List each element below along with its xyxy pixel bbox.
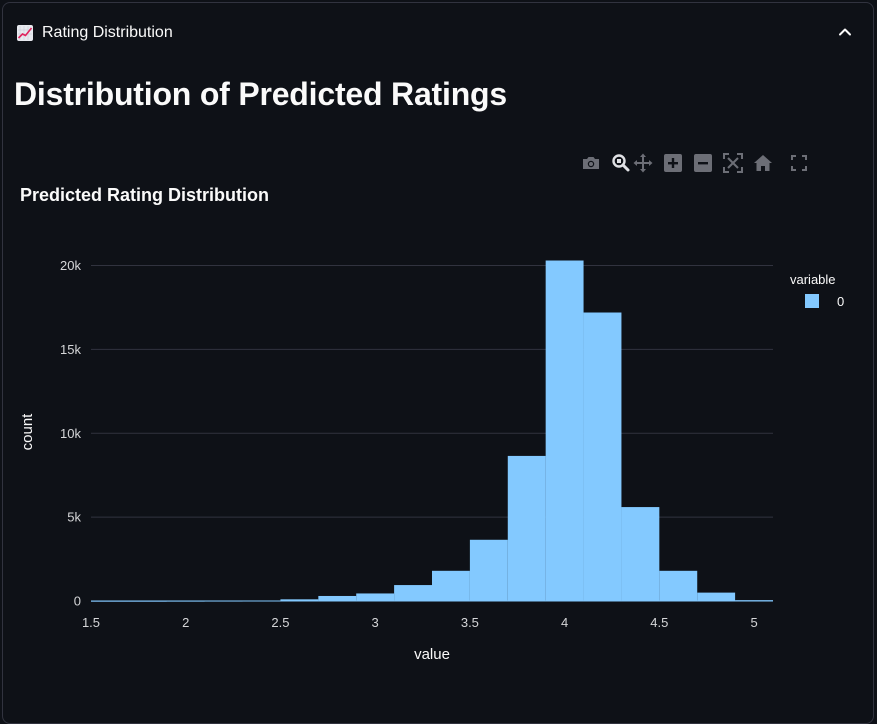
x-axis-ticks: 1.5 2 2.5 3 3.5 4 4.5 5	[82, 615, 758, 630]
camera-icon[interactable]	[580, 152, 602, 174]
y-tick-label: 20k	[60, 258, 81, 273]
x-tick-label: 3.5	[461, 615, 479, 630]
zoom-in-icon[interactable]	[662, 152, 684, 174]
histogram-bar	[659, 570, 698, 601]
legend-entries: 0	[805, 294, 844, 309]
x-axis-label: value	[414, 646, 450, 663]
histogram-bar	[394, 585, 432, 601]
chart-title: Predicted Rating Distribution	[20, 185, 269, 205]
grid-layer	[91, 265, 773, 518]
x-tick-label: 4.5	[650, 615, 668, 630]
y-tick-label: 0	[74, 594, 81, 609]
expander-header[interactable]: Rating Distribution	[16, 20, 173, 46]
x-tick-label: 4	[561, 615, 568, 630]
histogram-bar	[318, 595, 357, 601]
y-tick-label: 15k	[60, 342, 81, 357]
reset-axes-icon[interactable]	[752, 152, 774, 174]
page-title: Distribution of Predicted Ratings	[14, 76, 507, 112]
histogram-bar	[507, 455, 546, 601]
fullscreen-icon[interactable]	[788, 152, 810, 174]
chart-modebar	[580, 152, 810, 174]
autoscale-icon[interactable]	[722, 152, 744, 174]
histogram-bar	[621, 507, 660, 601]
y-tick-label: 10k	[60, 426, 81, 441]
x-tick-label: 2	[182, 615, 189, 630]
y-axis-label: count	[19, 413, 36, 451]
zoom-out-icon[interactable]	[692, 152, 714, 174]
histogram-bar	[469, 539, 508, 601]
bar-layer	[91, 260, 773, 602]
histogram-bar	[432, 570, 470, 601]
pan-icon[interactable]	[632, 152, 654, 174]
x-tick-label: 3	[372, 615, 379, 630]
legend-entry-label[interactable]: 0	[837, 294, 844, 309]
chart-increasing-icon	[17, 25, 33, 41]
zoom-icon[interactable]	[610, 152, 632, 174]
x-tick-label: 1.5	[82, 615, 100, 630]
histogram-bar	[583, 312, 622, 601]
x-tick-label: 5	[750, 615, 757, 630]
histogram-bar	[280, 599, 319, 601]
histogram-bar	[356, 593, 395, 601]
x-tick-label: 2.5	[271, 615, 289, 630]
expander-label: Rating Distribution	[42, 24, 173, 41]
y-tick-label: 5k	[67, 510, 81, 525]
legend-title: variable	[790, 272, 836, 287]
legend-swatch[interactable]	[805, 294, 819, 308]
legend: variable 0	[790, 272, 844, 309]
histogram-bar	[545, 260, 584, 601]
y-axis-ticks: 0 5k 10k 15k 20k	[60, 258, 81, 608]
chevron-up-icon[interactable]	[835, 22, 855, 42]
histogram-bar	[697, 592, 736, 601]
